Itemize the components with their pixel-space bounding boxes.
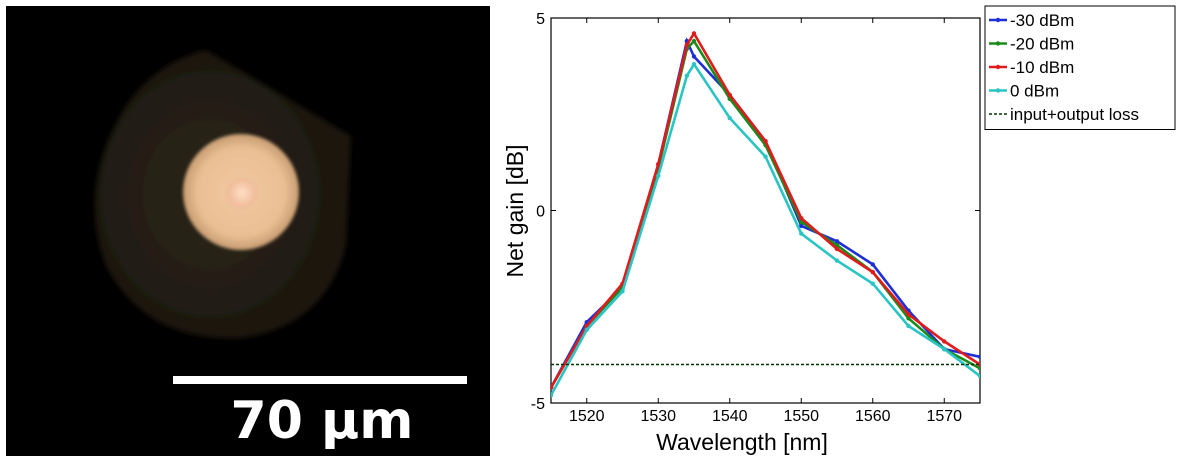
series-2-point bbox=[834, 246, 840, 252]
series-2-point bbox=[727, 92, 732, 98]
series-3-point bbox=[620, 289, 625, 294]
x-tick-label: 1560 bbox=[855, 408, 891, 425]
series-0-point bbox=[691, 54, 697, 59]
series-1-point bbox=[691, 38, 697, 44]
x-tick-label: 1530 bbox=[640, 408, 676, 425]
legend-label: -10 dBm bbox=[1010, 58, 1074, 77]
legend-marker bbox=[995, 41, 1001, 46]
series-3-point bbox=[551, 393, 554, 398]
series-2-point bbox=[763, 139, 768, 144]
y-tick-label: -5 bbox=[531, 396, 545, 413]
series-3-point bbox=[942, 346, 947, 352]
series-0-point bbox=[799, 223, 804, 229]
series-0-point bbox=[977, 354, 980, 359]
series-2-point bbox=[906, 312, 911, 317]
series-2-point bbox=[684, 42, 690, 48]
series-3-point bbox=[870, 281, 875, 286]
fiber-core-center bbox=[227, 178, 257, 208]
legend-marker bbox=[995, 64, 1001, 70]
series-2-point bbox=[870, 269, 875, 275]
series-3-point bbox=[763, 154, 768, 159]
series-2-point bbox=[691, 31, 697, 36]
legend-marker bbox=[995, 17, 1001, 23]
scale-bar bbox=[173, 376, 467, 384]
series-3-point bbox=[656, 173, 661, 179]
series-2-point bbox=[942, 339, 947, 344]
series-3-point bbox=[691, 61, 697, 67]
legend-label: 0 dBm bbox=[1010, 82, 1059, 101]
series-3-point bbox=[799, 231, 804, 236]
legend-label: -30 dBm bbox=[1010, 11, 1074, 30]
series-1-point bbox=[799, 219, 804, 225]
legend-box bbox=[984, 5, 1176, 130]
series-3-point bbox=[584, 327, 589, 333]
series-1-point bbox=[977, 366, 980, 371]
series-line-2 bbox=[551, 30, 980, 389]
x-tick-label: 1520 bbox=[569, 408, 605, 425]
legend-label: -20 dBm bbox=[1010, 35, 1074, 54]
y-axis-label: Net gain [dB] bbox=[502, 145, 528, 278]
plot-frame bbox=[550, 17, 981, 404]
series-1-point bbox=[834, 242, 840, 248]
series-2-point bbox=[551, 385, 554, 390]
series-3-point bbox=[834, 258, 840, 263]
x-tick-label: 1540 bbox=[712, 408, 748, 425]
scale-bar-label: 70 µm bbox=[231, 391, 414, 451]
series-1-point bbox=[906, 316, 911, 321]
series-3-point bbox=[906, 323, 911, 329]
series-2-point bbox=[799, 216, 804, 221]
y-tick-label: 5 bbox=[536, 11, 545, 28]
series-2-point bbox=[656, 162, 661, 167]
fiber-micrograph: 70 µm bbox=[6, 6, 490, 456]
x-tick-label: 1570 bbox=[926, 408, 962, 425]
series-0-point bbox=[870, 262, 875, 267]
x-axis-label: Wavelength [nm] bbox=[656, 429, 828, 455]
series-3-point bbox=[977, 373, 980, 379]
legend-label: input+output loss bbox=[1010, 105, 1139, 124]
series-3-point bbox=[684, 73, 690, 78]
x-tick-label: 1550 bbox=[783, 408, 819, 425]
series-line-3 bbox=[551, 61, 980, 396]
series-3-point bbox=[727, 115, 732, 121]
y-tick-label: 0 bbox=[536, 204, 545, 221]
series-0-point bbox=[834, 239, 840, 244]
legend-marker bbox=[995, 88, 1001, 93]
